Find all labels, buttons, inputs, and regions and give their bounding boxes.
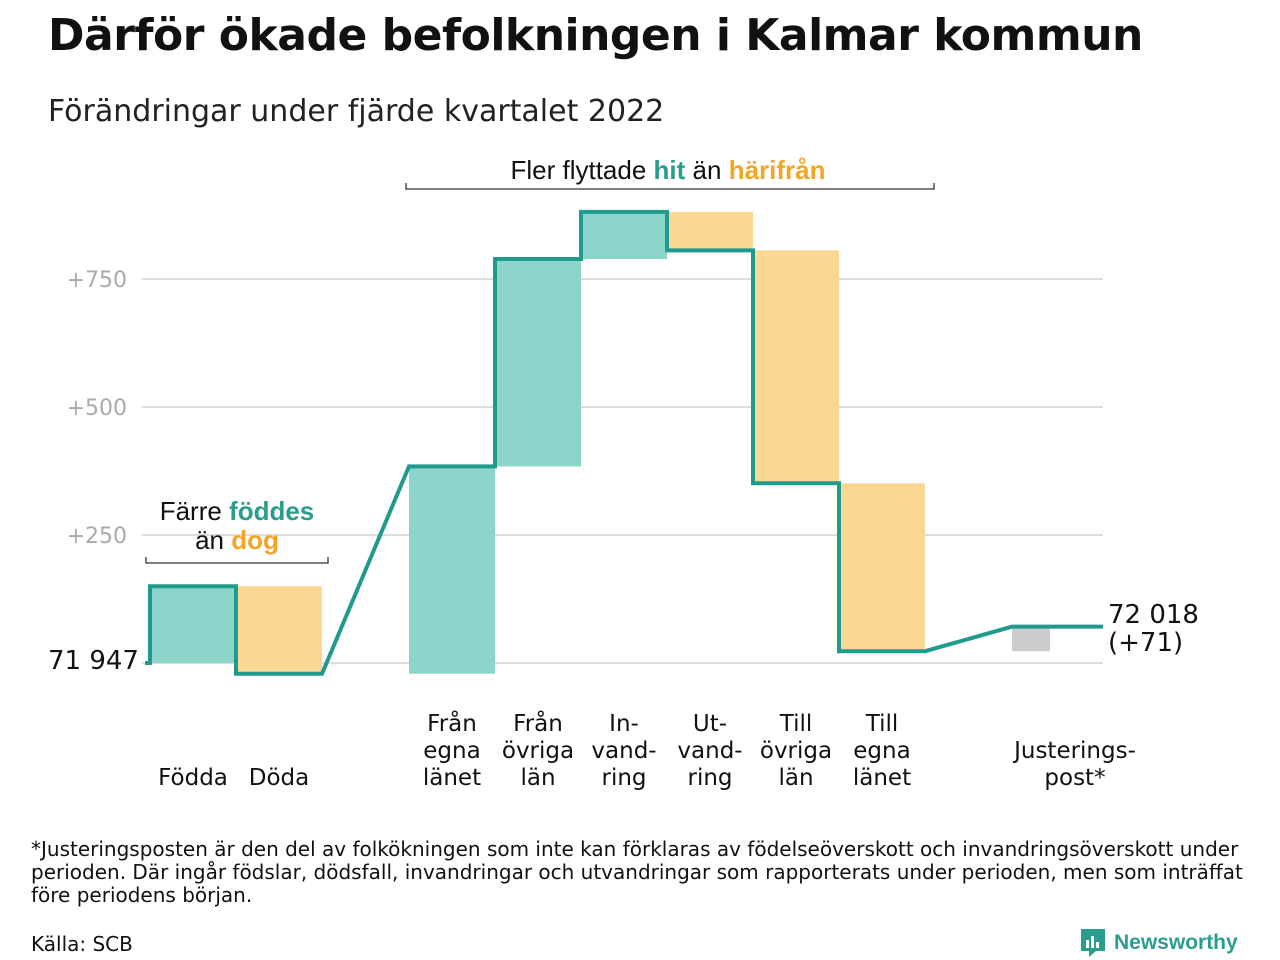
category-label: Födda bbox=[158, 765, 228, 791]
bar-adjustment bbox=[1012, 626, 1050, 652]
chart-subtitle: Förändringar under fjärde kvartalet 2022 bbox=[48, 94, 665, 129]
y-tick-label: +250 bbox=[67, 524, 127, 549]
category-label: länet bbox=[853, 765, 911, 791]
bar-inflow bbox=[150, 586, 236, 663]
logo-text: Newsworthy bbox=[1114, 931, 1238, 954]
bar-outflow bbox=[839, 483, 925, 652]
category-label: post* bbox=[1044, 765, 1105, 791]
category-label: vand- bbox=[591, 738, 656, 764]
category-label: ring bbox=[687, 765, 732, 791]
births-annotation-bracket bbox=[145, 557, 329, 564]
migration-annotation: Fler flyttade hit än härifrån bbox=[510, 155, 825, 185]
category-label: Till bbox=[779, 711, 813, 737]
start-value-label: 71 947 bbox=[48, 646, 139, 676]
category-label: Justerings- bbox=[1012, 738, 1136, 764]
category-label: vand- bbox=[677, 738, 742, 764]
end-change-label: (+71) bbox=[1108, 628, 1183, 658]
births-annotation-line1: Färre föddes bbox=[160, 496, 315, 526]
category-label: In- bbox=[609, 711, 639, 737]
category-label: egna bbox=[423, 738, 480, 764]
newsworthy-logo: Newsworthy bbox=[1080, 928, 1238, 958]
category-label: Från bbox=[427, 709, 477, 737]
category-label: Döda bbox=[249, 765, 309, 791]
bar-outflow bbox=[753, 250, 839, 484]
chart-title: Därför ökade befolkningen i Kalmar kommu… bbox=[48, 10, 1143, 61]
bar-outflow bbox=[236, 586, 322, 674]
bar-inflow bbox=[495, 259, 581, 467]
category-label: Ut- bbox=[693, 711, 727, 737]
y-tick-label: +750 bbox=[67, 268, 127, 293]
footnote: *Justeringsposten är den del av folkökni… bbox=[31, 837, 1243, 907]
migration-annotation-bracket bbox=[405, 183, 935, 190]
bar-inflow bbox=[409, 466, 495, 674]
births-annotation-line2: än dog bbox=[195, 525, 279, 555]
category-label: övriga bbox=[760, 738, 832, 764]
bar-inflow bbox=[581, 211, 667, 260]
category-label: egna bbox=[853, 738, 910, 764]
category-label: län bbox=[778, 765, 813, 791]
end-value-label: 72 018 bbox=[1108, 600, 1199, 630]
newsworthy-logo-icon bbox=[1081, 929, 1105, 957]
bar-outflow bbox=[667, 211, 753, 251]
source-label: Källa: SCB bbox=[31, 932, 133, 956]
cumulative-step-line bbox=[145, 209, 1103, 676]
category-label: ring bbox=[601, 765, 646, 791]
category-label: Från bbox=[513, 709, 563, 737]
y-tick-label: +500 bbox=[67, 396, 127, 421]
category-label: övriga bbox=[502, 738, 574, 764]
category-label: Till bbox=[865, 711, 899, 737]
category-label: länet bbox=[423, 765, 481, 791]
category-label: län bbox=[520, 765, 555, 791]
